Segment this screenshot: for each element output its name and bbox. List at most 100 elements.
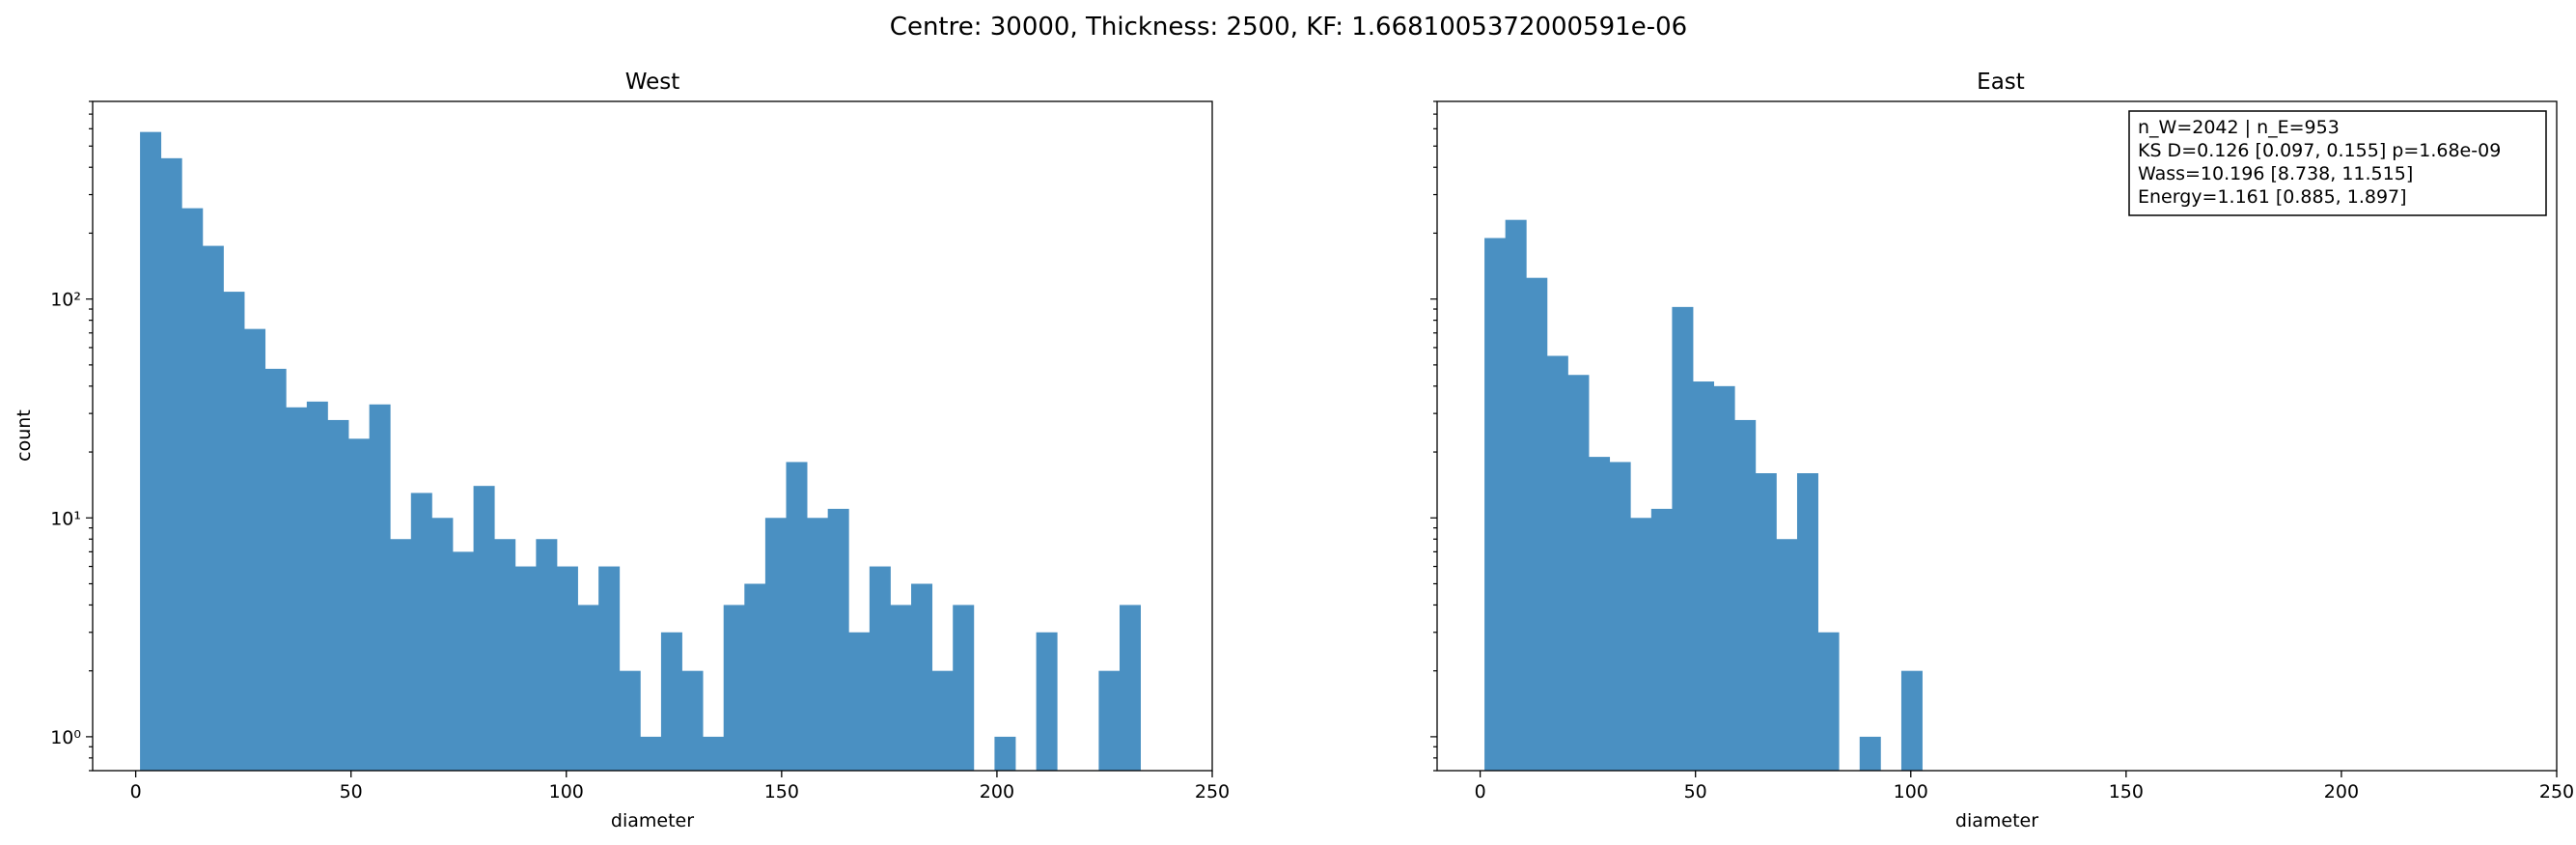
histogram-bar: [764, 518, 787, 771]
histogram-bar: [994, 736, 1016, 771]
histogram-bar: [1796, 473, 1818, 771]
histogram-bar: [473, 486, 495, 771]
histogram-bar: [181, 208, 204, 772]
histogram-bar: [369, 404, 391, 771]
stats-box: n_W=2042 | n_E=953 KS D=0.126 [0.097, 0.…: [2128, 110, 2547, 216]
bars-east: [1484, 219, 1923, 771]
y-ticks-east: [1430, 100, 1437, 772]
histogram-bar: [1817, 632, 1840, 771]
histogram-bar: [514, 566, 537, 771]
histogram-bar: [703, 736, 725, 771]
histogram-bar: [286, 407, 308, 771]
y-tick-label: 10⁰: [50, 727, 81, 748]
histogram-bar: [327, 419, 349, 771]
histogram-bar: [1734, 419, 1757, 771]
stats-box-border: [2128, 110, 2547, 216]
histogram-bar: [931, 670, 954, 771]
histogram-bar: [681, 670, 704, 771]
histogram-bar: [1036, 632, 1058, 771]
histogram-bar: [1589, 457, 1611, 771]
histogram-bar: [660, 632, 682, 771]
histogram-bar: [619, 670, 641, 771]
histogram-bar: [827, 508, 849, 771]
x-tick-label: 250: [2539, 781, 2574, 803]
histogram-bar: [1098, 670, 1121, 771]
histogram-bar: [264, 368, 287, 771]
y-axis-label: count: [14, 409, 35, 462]
histogram-bar: [348, 438, 371, 771]
x-axis-label-east: diameter: [1955, 810, 2038, 831]
histogram-bar: [202, 245, 224, 771]
histogram-bar: [1859, 736, 1881, 771]
x-tick-label: 200: [980, 781, 1014, 803]
histogram-bar: [390, 539, 412, 771]
x-tick-label: 250: [1195, 781, 1230, 803]
y-tick-label: 10¹: [50, 508, 81, 529]
histogram-bar: [452, 551, 474, 771]
x-tick-label: 50: [1684, 781, 1707, 803]
histogram-bar: [744, 583, 766, 771]
histogram-bar: [140, 131, 162, 772]
stats-line-ks: KS D=0.126 [0.097, 0.155] p=1.68e-09: [2138, 140, 2501, 161]
bars-west: [140, 131, 1141, 772]
panel-title-west: West: [625, 70, 680, 95]
stats-line-wass: Wass=10.196 [8.738, 11.515]: [2138, 163, 2413, 184]
histogram-bar: [953, 605, 975, 771]
x-tick-label: 150: [2109, 781, 2144, 803]
histogram-bar: [1609, 462, 1631, 771]
histogram-bar: [1630, 518, 1652, 771]
x-axis-label-west: diameter: [611, 810, 694, 831]
x-tick-label: 100: [549, 781, 584, 803]
histogram-bar: [1713, 385, 1735, 771]
histogram-bar: [1119, 605, 1141, 771]
x-tick-label: 50: [340, 781, 363, 803]
histogram-bar: [244, 328, 266, 771]
x-tick-label: 100: [1894, 781, 1928, 803]
histogram-bar: [848, 632, 871, 771]
histogram-bar: [640, 736, 662, 771]
histogram-bar: [410, 493, 432, 771]
x-tick-label: 0: [130, 781, 142, 803]
x-tick-label: 150: [764, 781, 799, 803]
histogram-bar: [1567, 375, 1590, 771]
histogram-bar: [1526, 277, 1548, 771]
histogram-bar: [890, 605, 912, 771]
histogram-bar: [1505, 219, 1527, 771]
axes-frame-west: [92, 100, 1213, 772]
figure-title: Centre: 30000, Thickness: 2500, KF: 1.66…: [890, 13, 1687, 42]
histogram-bar: [1755, 473, 1777, 771]
y-tick-label: 10²: [50, 290, 81, 311]
histogram-bar: [911, 583, 933, 771]
histogram-bar: [223, 292, 245, 771]
histogram-bar: [556, 566, 578, 771]
stats-line-counts: n_W=2042 | n_E=953: [2138, 117, 2340, 138]
histogram-bar: [807, 518, 829, 771]
axes-frame-east: [1436, 100, 2558, 772]
histogram-bar: [723, 605, 745, 771]
x-tick-label: 200: [2324, 781, 2359, 803]
panel-east: East 0 50 100 150 200 250 diameter n_W=2042 |…: [1430, 70, 2574, 831]
x-ticks-west: 0 50 100 150 200 250: [130, 771, 1230, 803]
histogram-bar: [1900, 670, 1923, 771]
panel-title-east: East: [1977, 70, 2025, 95]
x-tick-label: 0: [1475, 781, 1486, 803]
histogram-bar: [1650, 508, 1673, 771]
histogram-bar: [577, 605, 599, 771]
stats-line-energy: Energy=1.161 [0.885, 1.897]: [2138, 186, 2407, 208]
histogram-bar: [494, 539, 516, 771]
histogram-bar: [1672, 306, 1694, 771]
histogram-bar: [160, 157, 182, 772]
histogram-bar: [1776, 539, 1798, 771]
histogram-bar: [1546, 355, 1568, 771]
histogram-bar: [1484, 238, 1507, 771]
histogram-bar: [869, 566, 891, 771]
histogram-bar: [1693, 381, 1715, 771]
histogram-bar: [598, 566, 621, 771]
histogram-bar: [786, 462, 808, 771]
histogram-bar: [536, 539, 558, 771]
histogram-bar: [431, 518, 454, 771]
y-ticks-west: 10⁰ 10¹ 10²: [50, 100, 93, 772]
histogram-bar: [306, 401, 328, 771]
